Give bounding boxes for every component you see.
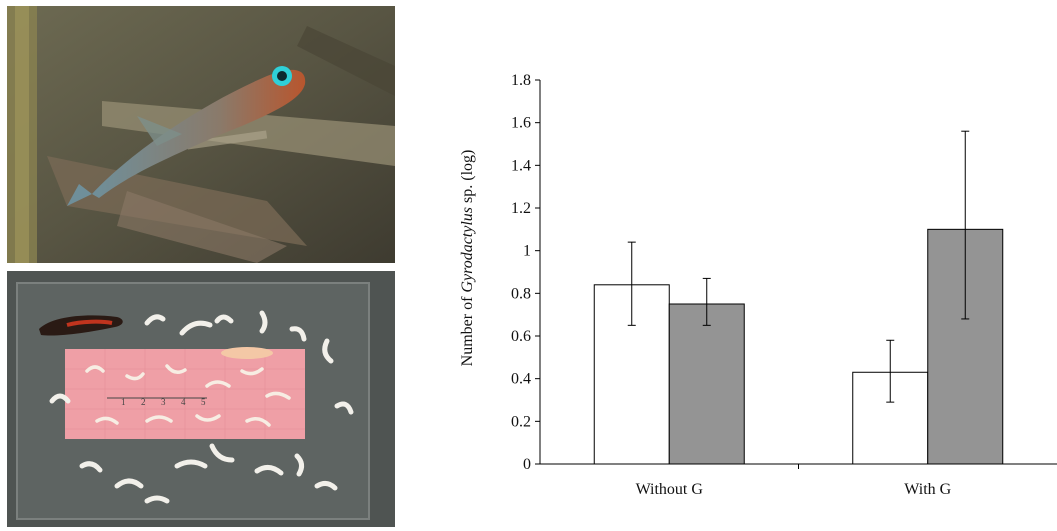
y-tick-label: 0.2 xyxy=(511,413,531,430)
fish-photo xyxy=(7,6,395,263)
ruler-mark: 3 xyxy=(161,397,166,407)
x-tick-label: With G xyxy=(904,481,951,498)
y-tick-label: 1.2 xyxy=(511,200,531,217)
y-tick-label: 1.6 xyxy=(511,115,531,132)
ruler-mark: 2 xyxy=(141,397,146,407)
x-tick-labels: Without G With G xyxy=(636,481,952,498)
y-axis-title: Number of Gyrodactylus sp. (log) xyxy=(459,150,476,367)
y-tick-label: 0 xyxy=(523,456,531,473)
parasite-photo-image: 1 2 3 4 5 xyxy=(7,271,395,527)
y-tick-label: 1.4 xyxy=(511,157,531,174)
ruler-mark: 1 xyxy=(121,397,126,407)
y-tick-label: 0.6 xyxy=(511,328,531,345)
ruler-mark: 5 xyxy=(201,397,206,407)
chart-error-bars xyxy=(627,130,970,403)
ruler-mark: 4 xyxy=(181,397,186,407)
parasite-photo: 1 2 3 4 5 xyxy=(7,271,395,527)
y-tick-label: 0.8 xyxy=(511,285,531,302)
fish-photo-image xyxy=(7,6,395,263)
y-tick-label: 0.4 xyxy=(511,371,531,388)
y-tick-labels: 0 0.2 0.4 0.6 0.8 1 1.2 1.4 1.6 1.8 xyxy=(511,72,531,473)
bar xyxy=(668,303,745,465)
y-tick-label: 1.8 xyxy=(511,72,531,89)
x-tick-label: Without G xyxy=(636,481,704,498)
bar-chart: 00.20.40.60.811.21.41.61.8 Without G With… xyxy=(459,72,1057,498)
chart-bars xyxy=(593,228,1004,465)
y-tick-label: 1 xyxy=(523,243,531,260)
